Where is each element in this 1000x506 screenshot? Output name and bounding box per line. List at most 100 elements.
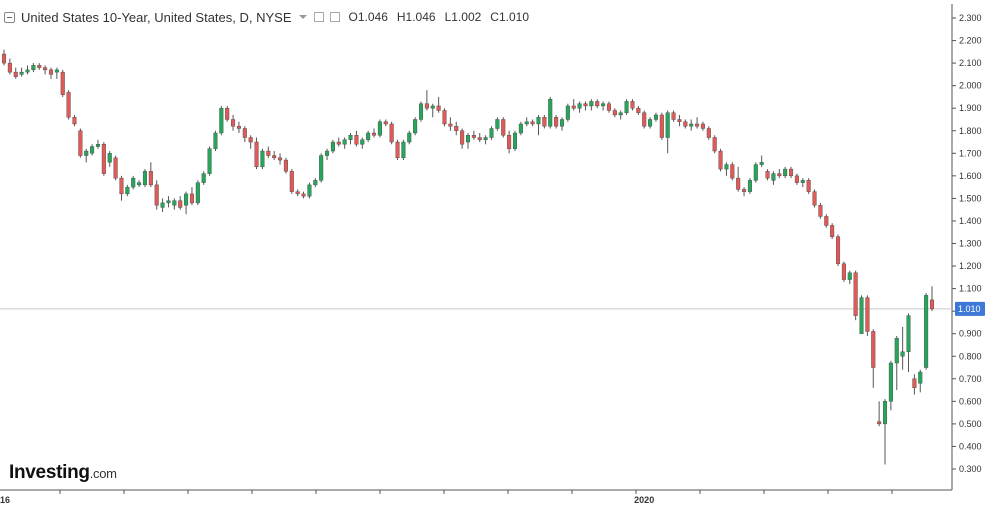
candle-body (166, 200, 171, 204)
candle-body (888, 362, 893, 402)
candle-body (101, 144, 106, 174)
candle-body (72, 117, 77, 125)
candle-body (507, 135, 512, 149)
candle-body (301, 193, 306, 197)
collapse-icon[interactable] (4, 11, 15, 23)
candle-body (877, 421, 882, 425)
candle-body (330, 141, 335, 152)
candle-body (554, 117, 559, 127)
y-tick-label: 2.300 (959, 13, 982, 23)
candle-body (7, 62, 12, 73)
candle-body (37, 65, 42, 68)
ohlc-values: O1.046 H1.046 L1.002 C1.010 (349, 10, 530, 24)
candle-body (260, 150, 265, 168)
candle-body (401, 141, 406, 159)
candle-body (653, 114, 658, 120)
candle-body (43, 67, 48, 71)
candle-body (865, 297, 870, 332)
y-tick-label: 2.000 (959, 81, 982, 91)
candle-body (912, 378, 917, 389)
candle-body (794, 175, 799, 183)
candle-body (501, 119, 506, 136)
candle-body (78, 130, 83, 156)
candle-body (665, 112, 670, 138)
y-tick-label: 2.100 (959, 58, 982, 68)
candle-body (601, 103, 606, 107)
candle-body (847, 272, 852, 280)
candle-body (189, 193, 194, 204)
y-tick-label: 1.500 (959, 193, 982, 203)
candle-body (783, 168, 788, 177)
y-tick-label: 0.900 (959, 329, 982, 339)
candle-body (1, 53, 7, 64)
candle-body (460, 130, 465, 145)
candle-body (454, 126, 459, 131)
candle-body (789, 168, 794, 177)
candle-body (929, 299, 935, 310)
candle-body (871, 331, 876, 368)
candle-body (671, 112, 676, 120)
close-readout: C1.010 (490, 10, 529, 24)
candle-body (489, 128, 494, 138)
y-tick-label: 0.800 (959, 351, 982, 361)
candle-body (154, 184, 159, 206)
candle-body (595, 101, 600, 107)
candle-body (84, 150, 89, 156)
chevron-down-icon[interactable] (298, 15, 307, 19)
candle-body (548, 98, 553, 127)
candle-body (54, 69, 59, 73)
candle-body (495, 119, 500, 129)
candle-body (736, 177, 741, 190)
candle-body (577, 103, 582, 109)
candle-body (448, 123, 453, 127)
candle-body (295, 191, 300, 195)
candle-body (313, 180, 318, 186)
candle-body (19, 71, 24, 75)
y-tick-label: 0.500 (959, 419, 982, 429)
candle-body (278, 157, 283, 161)
candle-body (882, 401, 888, 425)
candle-body (924, 295, 929, 368)
candle-body (201, 173, 206, 183)
candle-body (231, 119, 236, 127)
candle-body (360, 139, 365, 145)
candle-body (95, 144, 100, 147)
candle-body (60, 71, 65, 95)
candle-body (31, 65, 36, 71)
y-tick-label: 0.600 (959, 396, 982, 406)
candle-body (630, 101, 635, 109)
candle-body (389, 123, 394, 143)
candle-body (477, 137, 482, 140)
candle-body (606, 103, 611, 111)
candle-body (542, 117, 547, 127)
visibility-square-icon[interactable] (329, 12, 340, 22)
candle-body (142, 171, 147, 186)
candle-body (618, 112, 623, 116)
candle-body (841, 263, 846, 280)
candle-body (436, 105, 441, 111)
candle-body (918, 371, 923, 384)
candle-body (242, 128, 247, 138)
y-tick-label: 1.800 (959, 126, 982, 136)
candle-body (648, 119, 653, 127)
candle-body (272, 155, 277, 159)
candle-body (812, 191, 817, 206)
candle-body (395, 141, 400, 159)
candle-body (319, 155, 324, 181)
candle-body (254, 141, 259, 168)
candle-body (372, 132, 377, 136)
candle-body (307, 184, 312, 197)
candle-body (536, 117, 541, 125)
settings-square-icon[interactable] (313, 12, 324, 22)
candle-body (806, 180, 811, 192)
open-readout: O1.046 (348, 10, 388, 24)
candle-body (442, 110, 447, 125)
high-readout: H1.046 (396, 10, 436, 24)
candle-body (413, 119, 418, 134)
candle-body (700, 123, 705, 129)
candle-body (677, 119, 682, 122)
y-tick-label: 0.300 (959, 464, 982, 474)
candle-body (184, 193, 189, 206)
candle-body (800, 180, 805, 183)
